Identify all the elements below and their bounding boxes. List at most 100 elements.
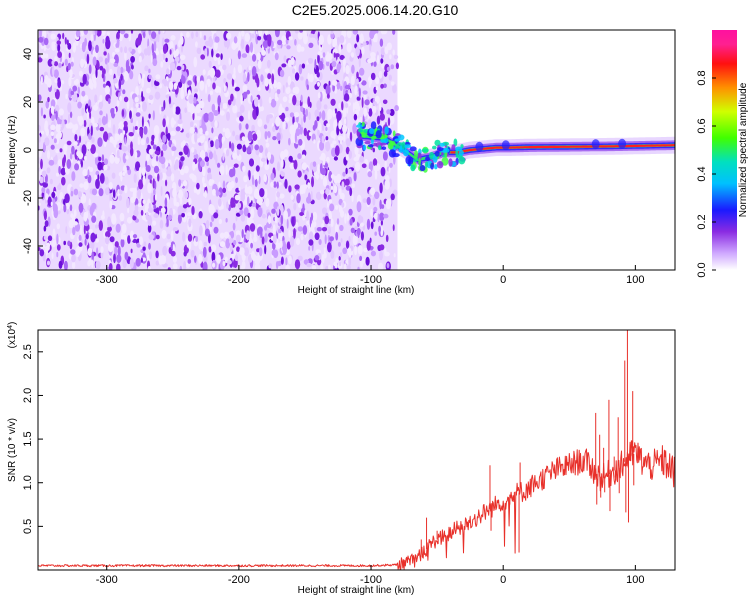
- noise-speckle: [318, 239, 322, 245]
- noise-speckle: [113, 77, 118, 84]
- snr-frame: [37, 329, 676, 571]
- noise-speckle: [83, 211, 88, 222]
- noise-speckle: [233, 36, 238, 44]
- noise-speckle: [199, 149, 206, 160]
- noise-speckle: [151, 31, 157, 39]
- noise-speckle: [283, 149, 289, 158]
- noise-speckle: [64, 58, 68, 66]
- noise-speckle: [294, 184, 300, 190]
- noise-speckle: [306, 196, 312, 204]
- noise-speckle: [386, 66, 391, 72]
- noise-speckle: [116, 99, 120, 107]
- noise-speckle: [174, 106, 181, 115]
- noise-speckle: [261, 213, 266, 219]
- noise-speckle: [210, 140, 214, 146]
- noise-speckle: [179, 54, 186, 61]
- noise-speckle: [189, 126, 195, 134]
- noise-speckle: [315, 191, 322, 201]
- noise-speckle: [184, 191, 189, 199]
- noise-speckle: [181, 207, 185, 214]
- noise-speckle: [215, 53, 220, 58]
- noise-speckle: [381, 121, 384, 127]
- signal-blob: [451, 144, 456, 151]
- noise-speckle: [375, 76, 380, 85]
- noise-speckle: [236, 143, 242, 150]
- noise-speckle: [308, 42, 314, 48]
- noise-speckle: [142, 73, 145, 79]
- noise-speckle: [319, 189, 325, 195]
- noise-speckle: [327, 114, 330, 124]
- noise-speckle: [50, 124, 56, 131]
- noise-speckle: [253, 188, 260, 200]
- noise-speckle: [367, 121, 370, 130]
- noise-speckle: [161, 229, 167, 239]
- noise-speckle: [209, 221, 213, 228]
- noise-speckle: [118, 171, 123, 177]
- noise-speckle: [353, 171, 357, 182]
- noise-speckle: [285, 264, 290, 270]
- noise-speckle: [234, 249, 237, 256]
- noise-speckle: [302, 103, 308, 109]
- noise-speckle: [264, 131, 268, 140]
- signal-blob: [414, 150, 418, 159]
- signal-bump: [475, 141, 484, 152]
- noise-speckle: [89, 111, 92, 120]
- noise-speckle: [325, 54, 331, 62]
- snr-y-multiplier: (x104): [7, 322, 19, 349]
- noise-speckle: [103, 131, 109, 142]
- noise-speckle: [334, 145, 340, 157]
- noise-speckle: [64, 193, 70, 204]
- noise-speckle: [368, 108, 373, 117]
- signal-blob: [417, 152, 422, 161]
- noise-speckle: [252, 133, 258, 142]
- noise-speckle: [251, 34, 255, 39]
- noise-speckle: [330, 185, 334, 191]
- noise-speckle: [49, 178, 53, 185]
- noise-speckle: [275, 116, 281, 127]
- noise-speckle: [38, 197, 41, 202]
- noise-speckle: [135, 257, 141, 267]
- noise-speckle: [308, 246, 311, 251]
- noise-speckle: [123, 70, 129, 82]
- noise-speckle: [309, 101, 312, 108]
- y-tick-label: 0.5: [22, 519, 34, 534]
- noise-speckle: [333, 175, 338, 184]
- noise-speckle: [276, 88, 281, 95]
- noise-speckle: [341, 101, 344, 111]
- noise-speckle: [282, 245, 288, 255]
- noise-speckle: [180, 88, 185, 100]
- noise-speckle: [72, 42, 77, 53]
- noise-speckle: [318, 34, 324, 46]
- noise-speckle: [325, 136, 329, 141]
- noise-speckle: [135, 161, 141, 172]
- noise-speckle: [338, 261, 342, 267]
- noise-speckle: [58, 108, 64, 116]
- noise-speckle: [198, 240, 203, 250]
- noise-speckle: [287, 75, 291, 86]
- noise-speckle: [311, 176, 314, 188]
- noise-speckle: [124, 185, 128, 194]
- noise-speckle: [300, 105, 304, 113]
- noise-speckle: [207, 167, 211, 174]
- noise-speckle: [392, 83, 397, 94]
- noise-speckle: [98, 156, 102, 162]
- noise-speckle: [47, 235, 53, 242]
- noise-speckle: [317, 163, 320, 175]
- noise-speckle: [384, 251, 390, 257]
- noise-speckle: [376, 115, 381, 125]
- noise-speckle: [373, 212, 378, 220]
- spectrogram-y-label: Frequency (Hz): [7, 116, 18, 185]
- noise-speckle: [308, 111, 311, 121]
- noise-speckle: [343, 132, 346, 142]
- noise-speckle: [140, 139, 146, 146]
- noise-speckle: [290, 194, 294, 200]
- noise-speckle: [348, 247, 352, 258]
- noise-speckle: [288, 229, 291, 238]
- noise-speckle: [361, 46, 365, 55]
- noise-speckle: [379, 182, 383, 194]
- noise-speckle: [159, 219, 164, 229]
- noise-speckle: [254, 97, 259, 107]
- noise-speckle: [87, 169, 90, 178]
- noise-speckle: [153, 125, 160, 136]
